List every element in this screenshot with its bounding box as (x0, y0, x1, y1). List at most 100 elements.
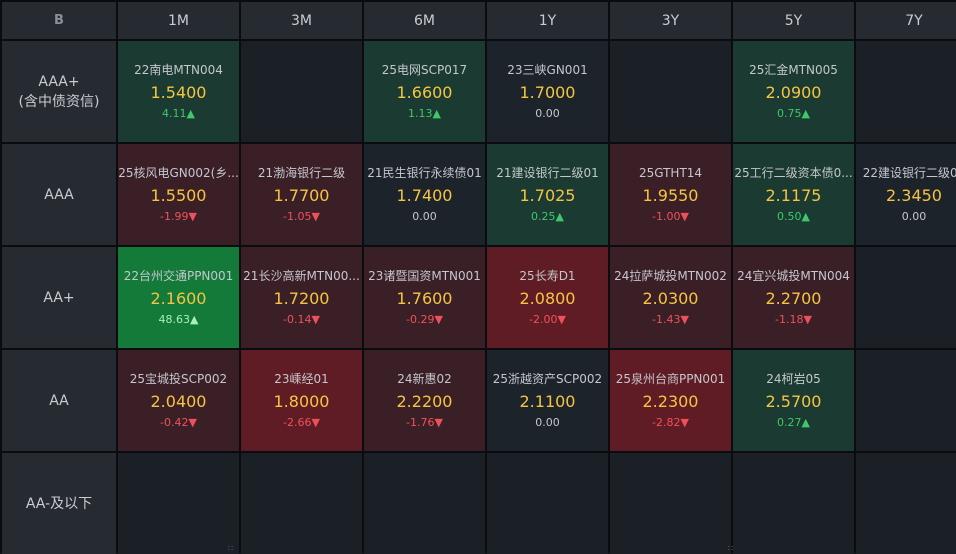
bond-name: 23诸暨国资MTN001 (368, 269, 481, 283)
yield-change: -0.29▼ (406, 313, 443, 327)
bond-cell[interactable]: 25宝城投SCP002 2.0400 -0.42▼ (118, 350, 239, 451)
bond-cell[interactable]: 24宜兴城投MTN004 2.2700 -1.18▼ (733, 247, 854, 348)
tenor-header-1m[interactable]: 1M (118, 2, 239, 39)
yield-change: -1.05▼ (283, 210, 320, 224)
bond-name: 25核风电GN002(乡... (118, 166, 239, 180)
bond-cell[interactable]: 25核风电GN002(乡... 1.5500 -1.99▼ (118, 144, 239, 245)
rating-row-label: AAA+ (含中债资信) (2, 41, 116, 142)
yield-change-value: 0.00 (901, 210, 927, 223)
arrow-down-icon: ▼ (803, 313, 812, 326)
bond-cell[interactable]: 24新惠02 2.2200 -1.76▼ (364, 350, 485, 451)
bond-cell[interactable]: 21民生银行永续债01 1.7400 0.00 (364, 144, 485, 245)
bond-yield: 1.7025 (519, 186, 576, 205)
bond-cell[interactable]: 21建设银行二级01 1.7025 0.25▲ (487, 144, 608, 245)
bond-cell[interactable]: 25浙越资产SCP002 2.1100 0.00 (487, 350, 608, 451)
arrow-down-icon: ▼ (311, 210, 320, 223)
yield-change-value: 0.25 (531, 210, 556, 223)
bottom-resize-handle-icon[interactable]: ∷ (228, 544, 235, 553)
bond-cell[interactable]: 25GTHT14 1.9550 -1.00▼ (610, 144, 731, 245)
bond-yield: 2.2200 (396, 392, 453, 411)
bond-name: 24宜兴城投MTN004 (737, 269, 850, 283)
tenor-header-1y[interactable]: 1Y (487, 2, 608, 39)
empty-cell (733, 453, 854, 554)
bond-yield: 1.8000 (273, 392, 330, 411)
logo-icon: B (2, 2, 116, 39)
bottom-resize-handle-right-icon[interactable]: ∷ (728, 544, 735, 553)
yield-change: 0.00 (412, 210, 437, 224)
yield-change-value: -2.66 (283, 416, 312, 429)
bond-cell[interactable]: 23诸暨国资MTN001 1.7600 -0.29▼ (364, 247, 485, 348)
yield-change-value: -1.00 (652, 210, 681, 223)
yield-change-value: 48.63 (158, 313, 191, 326)
arrow-down-icon: ▼ (188, 416, 197, 429)
bond-cell[interactable]: 22南电MTN004 1.5400 4.11▲ (118, 41, 239, 142)
bond-cell[interactable]: 24柯岩05 2.5700 0.27▲ (733, 350, 854, 451)
rating-row-label: AAA (2, 144, 116, 245)
yield-change-value: -0.29 (406, 313, 435, 326)
yield-change: -1.76▼ (406, 416, 443, 430)
rating-label: AA+ (43, 289, 75, 306)
bond-yield: 1.7200 (273, 289, 330, 308)
arrow-down-icon: ▼ (680, 416, 689, 429)
arrow-up-icon: ▲ (801, 107, 810, 120)
yield-change-value: -0.14 (283, 313, 312, 326)
bond-yield: 2.0900 (765, 83, 822, 102)
bond-name: 24拉萨城投MTN002 (614, 269, 727, 283)
yield-change-value: -1.05 (283, 210, 312, 223)
tenor-header-6m[interactable]: 6M (364, 2, 485, 39)
bond-cell[interactable]: 24拉萨城投MTN002 2.0300 -1.43▼ (610, 247, 731, 348)
bond-yield: 2.1175 (765, 186, 822, 205)
yield-change: -1.99▼ (160, 210, 197, 224)
bond-name: 21民生银行永续债01 (367, 166, 482, 180)
bond-cell[interactable]: 25汇金MTN005 2.0900 0.75▲ (733, 41, 854, 142)
bond-name: 25长寿D1 (519, 269, 576, 283)
empty-cell (856, 41, 956, 142)
tenor-header-3m[interactable]: 3M (241, 2, 362, 39)
yield-change: -0.14▼ (283, 313, 320, 327)
rating-row-label: AA (2, 350, 116, 451)
rating-sublabel: (含中债资信) (18, 93, 100, 110)
tenor-header-5y[interactable]: 5Y (733, 2, 854, 39)
bond-cell[interactable]: 21渤海银行二级 1.7700 -1.05▼ (241, 144, 362, 245)
bond-name: 21渤海银行二级 (257, 166, 346, 180)
yield-change: 0.27▲ (777, 416, 810, 430)
yield-change: 0.50▲ (777, 210, 810, 224)
bond-yield: 1.7600 (396, 289, 453, 308)
bond-cell[interactable]: 25泉州台商PPN001 2.2300 -2.82▼ (610, 350, 731, 451)
bond-cell[interactable]: 23嵊经01 1.8000 -2.66▼ (241, 350, 362, 451)
bond-yield: 1.9550 (642, 186, 699, 205)
bond-name: 25泉州台商PPN001 (615, 372, 726, 386)
arrow-down-icon: ▼ (434, 313, 443, 326)
bond-name: 22建设银行二级02 (862, 166, 956, 180)
bond-yield: 2.0800 (519, 289, 576, 308)
arrow-down-icon: ▼ (680, 313, 689, 326)
bond-cell[interactable]: 22台州交通PPN001 2.1600 48.63▲ (118, 247, 239, 348)
bond-cell[interactable]: 25工行二级资本债0... 2.1175 0.50▲ (733, 144, 854, 245)
bond-cell[interactable]: 25电网SCP017 1.6600 1.13▲ (364, 41, 485, 142)
arrow-down-icon: ▼ (557, 313, 566, 326)
yield-change: 48.63▲ (159, 313, 199, 327)
bond-yield: 2.1600 (150, 289, 207, 308)
bond-yield: 1.7000 (519, 83, 576, 102)
arrow-up-icon: ▲ (190, 313, 199, 326)
arrow-down-icon: ▼ (188, 210, 197, 223)
empty-cell (856, 247, 956, 348)
arrow-up-icon: ▲ (801, 210, 810, 223)
yield-change-value: 0.00 (535, 107, 560, 120)
tenor-header-3y[interactable]: 3Y (610, 2, 731, 39)
yield-change: -1.43▼ (652, 313, 689, 327)
yield-change: -2.66▼ (283, 416, 320, 430)
yield-change: 1.13▲ (408, 107, 441, 121)
empty-cell (856, 453, 956, 554)
bond-cell[interactable]: 23三峡GN001 1.7000 0.00 (487, 41, 608, 142)
empty-cell (856, 350, 956, 451)
bond-yield: 1.7700 (273, 186, 330, 205)
tenor-header-7y[interactable]: 7Y (856, 2, 956, 39)
yield-change-value: -1.76 (406, 416, 435, 429)
yield-change-value: -1.18 (775, 313, 804, 326)
bond-yield: 1.5500 (150, 186, 207, 205)
bond-cell[interactable]: 25长寿D1 2.0800 -2.00▼ (487, 247, 608, 348)
bond-cell[interactable]: 22建设银行二级02 2.3450 0.00 (856, 144, 956, 245)
bond-cell[interactable]: 21长沙高新MTN00... 1.7200 -0.14▼ (241, 247, 362, 348)
